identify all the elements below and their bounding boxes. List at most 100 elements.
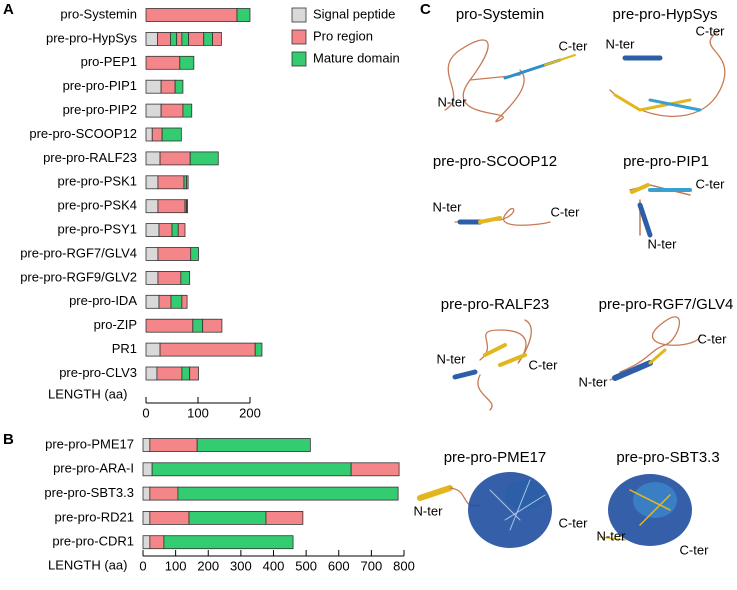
x-tick-label: 100 (187, 405, 209, 420)
bar-segment (158, 294, 172, 309)
terminus-label: N-ter (597, 528, 627, 543)
bar-segment (145, 8, 238, 22)
bar-label: pre-pro-RGF9/GLV2 (20, 269, 137, 284)
bar-segment (145, 270, 159, 285)
bar-segment (142, 510, 151, 525)
bar-segment (151, 127, 163, 142)
terminus-label: C-ter (696, 176, 726, 191)
bar-segment (145, 247, 159, 261)
bar-segment (151, 462, 352, 477)
bar-label: PR1 (112, 341, 137, 356)
bar-segment (174, 79, 184, 94)
panel-letter: C (420, 1, 431, 18)
x-tick-label: 0 (142, 405, 149, 420)
bar-segment (157, 270, 182, 285)
bar-segment (145, 199, 159, 214)
bar-segment (176, 32, 183, 46)
bar-segment (192, 318, 204, 333)
bar-segment (181, 366, 191, 381)
structure-title: pre-pro-RALF23 (441, 296, 549, 313)
bar-segment (145, 318, 194, 333)
terminus-label: N-ter (606, 36, 636, 51)
panel-letter: A (3, 1, 14, 18)
bar-label: pre-pro-PME17 (45, 436, 134, 451)
bar-segment (158, 223, 173, 238)
bar-segment (149, 510, 190, 525)
bar-segment (142, 462, 153, 477)
x-tick-label: 200 (239, 405, 261, 420)
bar-segment (149, 535, 165, 550)
bar-label: pre-pro-ARA-I (53, 461, 134, 476)
terminus-label: N-ter (648, 236, 678, 251)
x-tick-label: 200 (197, 558, 219, 573)
bar-segment (149, 486, 179, 501)
structure-title: pre-pro-RGF7/GLV4 (599, 296, 734, 313)
legend-label: Pro region (313, 28, 373, 43)
bar-label: pre-pro-IDA (69, 293, 137, 308)
x-tick-label: 300 (230, 558, 252, 573)
bar-segment (161, 127, 182, 142)
terminus-label: N-ter (437, 351, 467, 366)
x-axis-label: LENGTH (aa) (48, 386, 127, 401)
bar-segment (179, 55, 195, 70)
bar-label: pre-pro-PIP2 (63, 102, 137, 117)
bar-segment (163, 535, 294, 550)
bar-segment (182, 103, 193, 118)
bar-segment (189, 366, 199, 381)
terminus-label: N-ter (433, 199, 463, 214)
bar-segment (236, 8, 251, 22)
bar-segment (145, 151, 161, 166)
x-tick-label: 400 (263, 558, 285, 573)
bar-label: pre-pro-PSY1 (58, 222, 137, 237)
bar-segment (145, 79, 162, 94)
bar-segment (157, 32, 171, 46)
panel-letter: B (3, 431, 14, 448)
x-tick-label: 100 (165, 558, 187, 573)
terminus-label: N-ter (438, 94, 468, 109)
structure-drawings (417, 29, 726, 548)
bar-segment (203, 32, 213, 46)
bar-segment (254, 342, 263, 357)
bar-segment (145, 223, 160, 238)
bar-segment (188, 32, 205, 46)
legend-swatch (291, 7, 307, 23)
terminus-label: C-ter (696, 23, 726, 38)
legend-label: Signal peptide (313, 6, 395, 21)
bar-segment (177, 223, 186, 238)
bar-segment (189, 151, 219, 166)
terminus-label: N-ter (579, 374, 609, 389)
terminus-label: C-ter (559, 515, 589, 530)
bar-segment (142, 438, 151, 452)
structure-title: pre-pro-HypSys (612, 6, 717, 23)
bar-segment (157, 199, 186, 214)
terminus-label: N-ter (414, 503, 444, 518)
bar-segment (180, 270, 191, 285)
bar-segment (186, 175, 189, 190)
bar-label: pre-pro-HypSys (46, 30, 138, 45)
bar-segment (145, 55, 181, 70)
bar-segment (160, 79, 176, 94)
structure-title: pre-pro-SBT3.3 (616, 449, 719, 466)
bar-label: pre-pro-RALF23 (43, 150, 137, 165)
bar-label: pre-pro-CLV3 (59, 365, 137, 380)
bar-segment (142, 535, 151, 550)
terminus-label: C-ter (551, 204, 581, 219)
bar-segment (159, 342, 256, 357)
x-tick-label: 800 (393, 558, 415, 573)
bar-segment (181, 32, 190, 46)
structure-title: pre-pro-PME17 (444, 449, 547, 466)
bar-segment (171, 223, 179, 238)
bar-label: pre-pro-SBT3.3 (44, 485, 134, 500)
bar-label: pre-pro-PIP1 (63, 78, 137, 93)
bar-segment (186, 199, 188, 214)
bar-label: pre-pro-SCOOP12 (29, 126, 137, 141)
bar-segment (202, 318, 223, 333)
bar-segment (212, 32, 222, 46)
structure-title: pre-pro-SCOOP12 (433, 153, 557, 170)
bar-label: pre-pro-CDR1 (52, 534, 134, 549)
x-tick-label: 600 (328, 558, 350, 573)
bar-label: pre-pro-PSK1 (58, 174, 137, 189)
bar-segment (196, 438, 311, 452)
x-tick-label: 500 (295, 558, 317, 573)
